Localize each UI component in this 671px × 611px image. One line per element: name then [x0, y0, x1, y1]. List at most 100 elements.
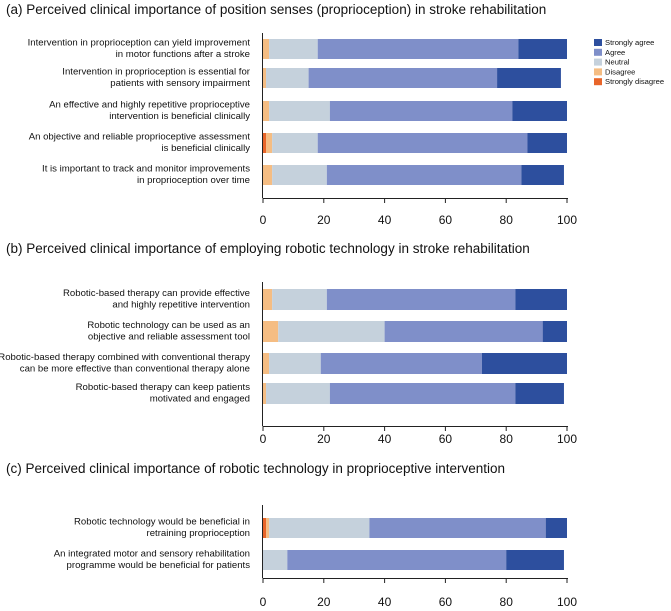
x-tick-label-100: 100: [557, 595, 577, 609]
legend-label-neutral: Neutral: [605, 58, 630, 67]
category-label-line: patients with sensory impairment: [110, 78, 250, 89]
bar-segment-agree: [317, 39, 519, 59]
x-tick-label-80: 80: [500, 213, 514, 227]
bar-segment-strongly-agree: [518, 39, 567, 59]
bar-segment-strongly-disagree: [263, 518, 267, 538]
legend-swatch-agree: [594, 48, 602, 56]
bar-segment-neutral: [272, 289, 327, 310]
category-label: An effective and highly repetitive propr…: [49, 100, 250, 123]
legend-swatch-neutral: [594, 58, 602, 66]
bar-segment-strongly-agree: [515, 289, 567, 310]
legend-label-disagree: Disagree: [605, 67, 635, 76]
category-label-line: Robotic technology would be beneficial i…: [74, 517, 250, 528]
bar-segment-agree: [384, 321, 543, 342]
bar-segment-strongly-agree: [497, 68, 561, 88]
legend-swatch-strongly-agree: [594, 39, 602, 46]
legend: Strongly agreeAgreeNeutralDisagreeStrong…: [594, 38, 664, 86]
category-label: An objective and reliable proprioceptive…: [29, 132, 251, 155]
x-tick-label-100: 100: [557, 432, 577, 446]
bar-segment-disagree: [263, 39, 270, 59]
bar-segment-neutral: [272, 133, 318, 153]
bar-segment-disagree: [263, 101, 270, 121]
legend-swatch-disagree: [594, 68, 602, 76]
bar-segment-neutral: [272, 165, 327, 185]
bar-segment-agree: [287, 550, 507, 570]
x-tick-label-60: 60: [439, 213, 453, 227]
category-label: Robotic-based therapy combined with conv…: [0, 352, 250, 375]
x-tick-label-60: 60: [439, 595, 453, 609]
x-tick-label-20: 20: [317, 213, 331, 227]
category-label-line: It is important to track and monitor imp…: [42, 164, 250, 175]
category-label-line: programme would be beneficial for patien…: [67, 560, 251, 571]
x-tick-label-40: 40: [378, 595, 392, 609]
bar-segment-agree: [329, 101, 513, 121]
category-label-line: An integrated motor and sensory rehabili…: [54, 549, 250, 560]
category-label: Robotic-based therapy can keep patients m…: [76, 382, 251, 405]
category-label-line: An objective and reliable proprioceptive…: [29, 132, 251, 143]
bar-segment-agree: [329, 383, 516, 404]
bar-segment-agree: [326, 165, 522, 185]
category-label-line: Robotic-based therapy combined with conv…: [0, 352, 250, 363]
category-label-line: in proprioception over time: [137, 175, 250, 186]
category-label-line: Intervention in proprioception is essent…: [62, 67, 251, 78]
category-label-line: Robotic technology can be used as an: [87, 320, 250, 331]
legend-label-strongly-agree: Strongly agree: [605, 38, 654, 47]
category-label-line: motivated and engaged: [150, 394, 250, 405]
bar-segment-strongly-agree: [542, 321, 567, 342]
category-label: Robotic-based therapy can provide effect…: [63, 288, 250, 311]
bar-segment-neutral: [266, 383, 330, 404]
bar-segment-neutral: [269, 518, 370, 538]
bar-segment-neutral: [278, 321, 385, 342]
bar-segment-agree: [369, 518, 546, 538]
bar-segment-strongly-agree: [481, 353, 567, 374]
bar-segment-strongly-disagree: [263, 133, 267, 153]
panel-title: (a) Perceived clinical importance of pos…: [6, 2, 546, 17]
bar-segment-disagree: [263, 289, 273, 310]
category-label: Robotic technology would be beneficial i…: [74, 517, 250, 540]
bar-row: An integrated motor and sensory rehabili…: [54, 549, 564, 572]
x-tick-label-40: 40: [378, 432, 392, 446]
bar-segment-disagree: [266, 518, 270, 538]
bar-row: An objective and reliable proprioceptive…: [29, 132, 567, 155]
legend-label-strongly-disagree: Strongly disagree: [605, 77, 664, 86]
category-label-line: is beneficial clinically: [161, 143, 250, 154]
category-label: It is important to track and monitor imp…: [42, 164, 250, 187]
bar-segment-agree: [308, 68, 498, 88]
x-tick-label-60: 60: [439, 432, 453, 446]
bar-segment-neutral: [269, 101, 330, 121]
bar-segment-agree: [320, 353, 482, 374]
bar-segment-strongly-agree: [512, 101, 567, 121]
bar-segment-agree: [326, 289, 516, 310]
bar-row: Robotic-based therapy can provide effect…: [63, 288, 567, 311]
bar-segment-disagree: [263, 165, 273, 185]
category-label-line: Robotic-based therapy can keep patients: [76, 382, 251, 393]
category-label-line: in motor functions after a stroke: [116, 49, 250, 60]
bar-segment-disagree: [263, 68, 267, 88]
bar-row: It is important to track and monitor imp…: [42, 164, 564, 187]
category-label: An integrated motor and sensory rehabili…: [54, 549, 250, 572]
chart-panel-b: (b) Perceived clinical importance of emp…: [0, 241, 577, 446]
bar-segment-strongly-agree: [545, 518, 567, 538]
bar-segment-neutral: [269, 39, 318, 59]
bar-segment-disagree: [263, 321, 279, 342]
bar-segment-strongly-agree: [527, 133, 567, 153]
category-label-line: and highly repetitive intervention: [112, 300, 250, 311]
bar-segment-disagree: [263, 383, 267, 404]
bar-segment-neutral: [266, 68, 309, 88]
legend-label-agree: Agree: [605, 48, 625, 57]
panel-title: (c) Perceived clinical importance of rob…: [6, 461, 505, 476]
x-tick-label-20: 20: [317, 432, 331, 446]
category-label-line: Intervention in proprioception can yield…: [28, 38, 251, 49]
x-tick-label-80: 80: [500, 432, 514, 446]
bar-row: Robotic-based therapy can keep patients m…: [76, 382, 564, 405]
category-label-line: retraining proprioception: [147, 528, 250, 539]
bar-segment-neutral: [263, 550, 288, 570]
bar-row: Robotic-based therapy combined with conv…: [0, 352, 567, 375]
category-label-line: intervention is beneficial clinically: [109, 111, 250, 122]
category-label-line: An effective and highly repetitive propr…: [49, 100, 250, 111]
chart-panel-c: (c) Perceived clinical importance of rob…: [6, 461, 577, 609]
panel-title: (b) Perceived clinical importance of emp…: [6, 241, 530, 256]
x-tick-label-100: 100: [557, 213, 577, 227]
legend-swatch-strongly-disagree: [594, 78, 602, 86]
